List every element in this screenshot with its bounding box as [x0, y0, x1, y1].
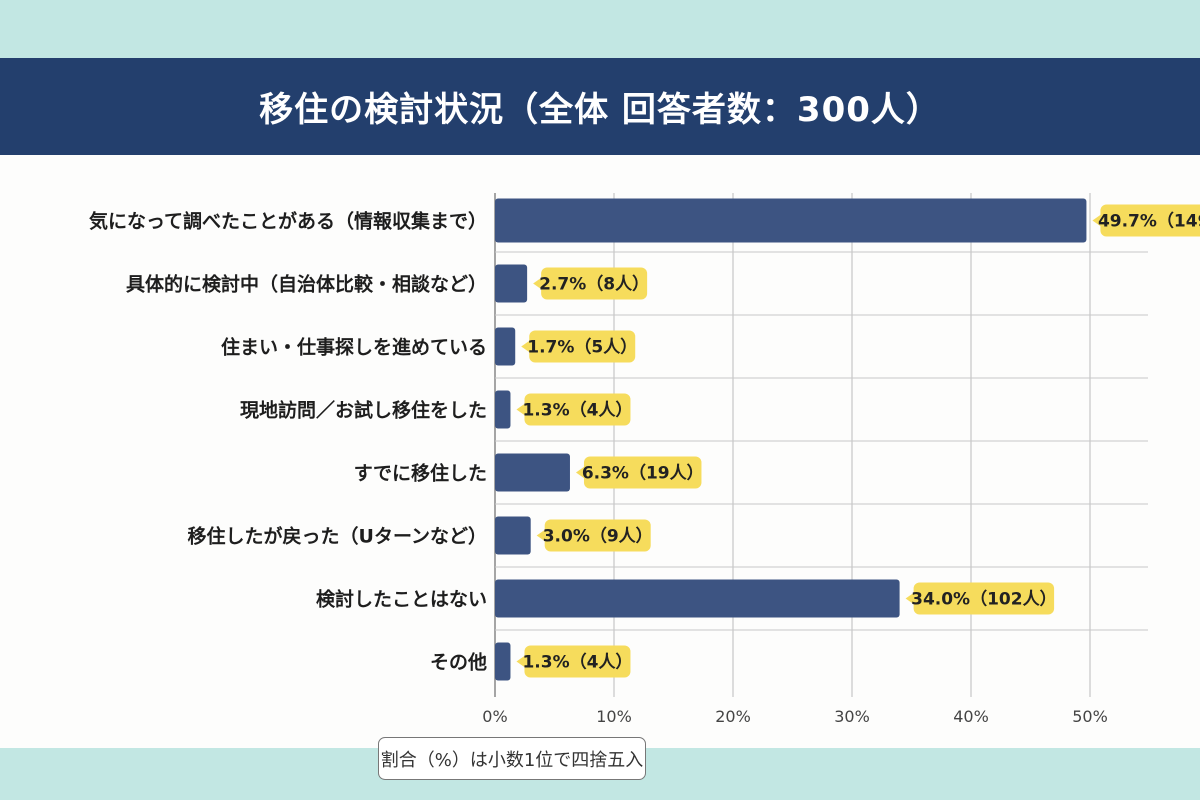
data-label-pointer	[521, 339, 532, 354]
data-label-pointer	[575, 465, 586, 480]
data-label: 3.0%（9人）	[543, 526, 653, 547]
footnote: 割合（%）は小数1位で四捨五入	[378, 737, 646, 780]
category-label: すでに移住した	[354, 462, 487, 485]
category-label: その他	[430, 651, 487, 674]
data-label: 1.3%（4人）	[522, 652, 632, 673]
bar	[495, 579, 900, 618]
data-label-pointer	[905, 591, 916, 606]
x-tick-label: 50%	[1072, 707, 1108, 726]
bar	[495, 516, 531, 555]
data-label-pointer	[533, 276, 544, 291]
bar	[495, 642, 511, 681]
data-label-bg	[544, 519, 651, 552]
data-label-bg	[583, 456, 702, 489]
category-label: 気になって調べたことがある（情報収集まで）	[89, 210, 487, 233]
data-label-bg	[529, 330, 636, 363]
x-tick-label: 40%	[953, 707, 989, 726]
data-label: 2.7%（8人）	[539, 274, 649, 295]
x-tick-label: 10%	[596, 707, 632, 726]
data-label: 1.7%（5人）	[527, 337, 637, 358]
data-label: 49.7%（149人）	[1098, 211, 1200, 232]
bar	[495, 198, 1087, 243]
data-label-pointer	[516, 402, 527, 417]
data-label-bg	[541, 267, 648, 300]
data-label-bg	[524, 645, 631, 678]
x-tick-label: 30%	[834, 707, 870, 726]
category-label: 住まい・仕事探しを進めている	[221, 336, 487, 359]
data-label-bg	[913, 582, 1055, 615]
chart-title: 移住の検討状況（全体 回答者数：300人）	[259, 90, 941, 130]
category-label: 移住したが戻った（Uターンなど）	[188, 525, 487, 548]
data-label: 1.3%（4人）	[522, 400, 632, 421]
x-tick-label: 0%	[482, 707, 507, 726]
category-label: 具体的に検討中（自治体比較・相談など）	[126, 273, 487, 296]
data-label-pointer	[1092, 213, 1103, 228]
chart-title-banner: 移住の検討状況（全体 回答者数：300人）	[0, 58, 1200, 155]
data-label: 34.0%（102人）	[911, 589, 1056, 610]
data-label-pointer	[536, 528, 547, 543]
data-label-bg	[1100, 204, 1200, 237]
bar	[495, 390, 511, 429]
bar	[495, 327, 516, 366]
category-label: 検討したことはない	[316, 588, 487, 611]
data-label: 6.3%（19人）	[582, 463, 704, 484]
bar	[495, 264, 528, 303]
data-label-pointer	[516, 654, 527, 669]
bar	[495, 453, 570, 492]
category-label: 現地訪問／お試し移住をした	[240, 399, 487, 422]
data-label-bg	[524, 393, 631, 426]
x-tick-label: 20%	[715, 707, 751, 726]
